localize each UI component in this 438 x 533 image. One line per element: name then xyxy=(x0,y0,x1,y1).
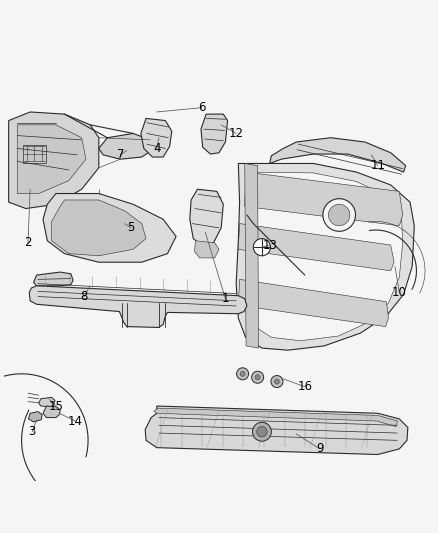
Circle shape xyxy=(240,372,245,376)
Text: 1: 1 xyxy=(222,292,229,305)
Polygon shape xyxy=(247,172,403,341)
Polygon shape xyxy=(245,164,258,348)
Polygon shape xyxy=(29,286,247,327)
Text: 9: 9 xyxy=(316,442,324,455)
Polygon shape xyxy=(141,118,172,157)
Text: 5: 5 xyxy=(127,221,135,235)
Text: 8: 8 xyxy=(80,290,88,303)
Text: 3: 3 xyxy=(28,425,36,438)
Circle shape xyxy=(251,372,264,383)
Circle shape xyxy=(257,426,267,437)
Circle shape xyxy=(252,422,272,441)
Polygon shape xyxy=(39,398,55,407)
Text: 10: 10 xyxy=(392,286,407,299)
Polygon shape xyxy=(245,172,403,225)
Text: 14: 14 xyxy=(68,415,83,427)
Circle shape xyxy=(328,204,350,225)
Polygon shape xyxy=(154,408,398,426)
Text: 12: 12 xyxy=(229,127,244,140)
Polygon shape xyxy=(52,200,146,256)
Circle shape xyxy=(271,376,283,387)
Circle shape xyxy=(274,379,279,384)
Text: 2: 2 xyxy=(24,237,32,249)
Polygon shape xyxy=(236,164,414,350)
Polygon shape xyxy=(145,406,408,455)
Text: 7: 7 xyxy=(117,148,124,161)
Circle shape xyxy=(255,375,260,380)
Polygon shape xyxy=(34,272,73,286)
Polygon shape xyxy=(194,241,219,258)
Text: 15: 15 xyxy=(49,400,64,413)
Circle shape xyxy=(253,239,271,256)
Polygon shape xyxy=(99,133,155,159)
Text: 4: 4 xyxy=(153,142,160,155)
Polygon shape xyxy=(9,112,99,208)
Polygon shape xyxy=(0,0,28,16)
Polygon shape xyxy=(190,189,223,246)
Polygon shape xyxy=(270,138,406,172)
Polygon shape xyxy=(238,279,389,327)
Polygon shape xyxy=(43,406,60,417)
Polygon shape xyxy=(28,411,42,422)
Text: 13: 13 xyxy=(263,239,278,252)
Circle shape xyxy=(323,199,356,231)
Polygon shape xyxy=(201,114,228,154)
Text: 6: 6 xyxy=(198,101,205,114)
Polygon shape xyxy=(238,223,394,271)
Text: 16: 16 xyxy=(297,380,312,393)
Text: 11: 11 xyxy=(370,159,385,172)
Polygon shape xyxy=(17,125,86,193)
Polygon shape xyxy=(43,193,176,262)
Circle shape xyxy=(237,368,249,380)
